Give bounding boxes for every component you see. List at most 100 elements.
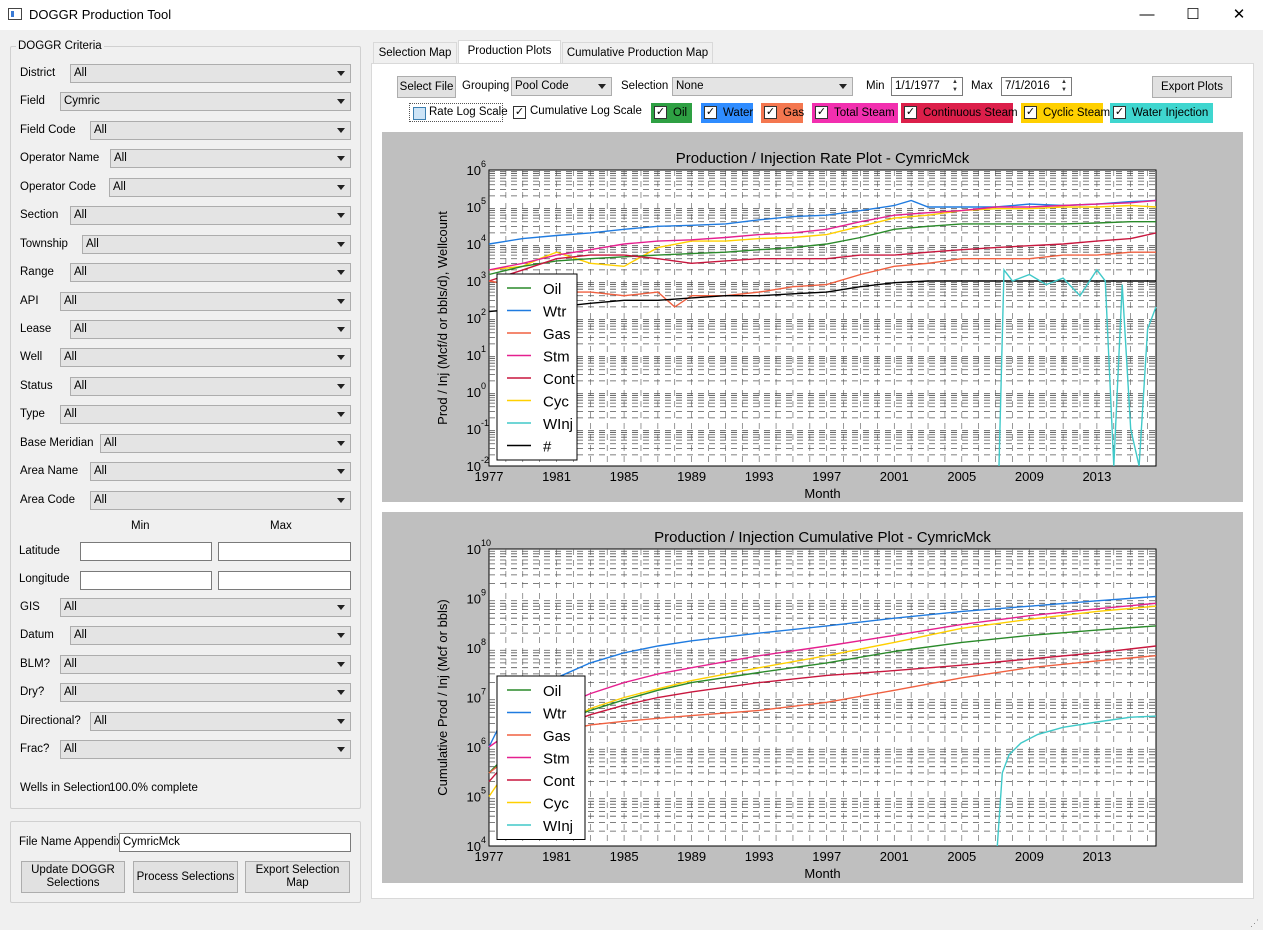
spin-down-icon[interactable]: ▼	[952, 87, 958, 93]
export-plots-button[interactable]: Export Plots	[1152, 76, 1232, 98]
field-select[interactable]: All	[82, 235, 351, 254]
rate-log-scale-checkbox[interactable]: Rate Log Scale	[409, 103, 508, 122]
field-select-value: All	[64, 686, 77, 698]
chevron-down-icon	[337, 185, 345, 190]
close-button[interactable]: ✕	[1232, 6, 1246, 23]
series-toggle[interactable]: ✓ Water	[701, 103, 753, 123]
y-axis-label: Prod / Inj (Mcf/d or bbls/d), Wellcount	[435, 211, 450, 425]
field-select-value: All	[94, 494, 107, 506]
field-label: Operator Code	[20, 181, 97, 193]
field-select-value: All	[114, 152, 127, 164]
chevron-down-icon	[337, 747, 345, 752]
x-tick-label: 1989	[677, 849, 706, 864]
y-axis-label: Cumulative Prod / Inj (Mcf or bbls)	[435, 599, 450, 796]
series-toggle[interactable]: ✓ Gas	[761, 103, 805, 123]
check-icon: ✓	[513, 106, 526, 119]
process-selections-button[interactable]: Process Selections	[133, 861, 238, 893]
y-tick-exponent: 3	[481, 270, 486, 280]
y-tick-exponent: 9	[481, 588, 486, 598]
field-select[interactable]: All	[70, 320, 351, 339]
tab-selection-map[interactable]: Selection Map	[373, 42, 457, 64]
legend-label: Cont	[543, 371, 576, 388]
field-select[interactable]: All	[70, 377, 351, 396]
series-toggle[interactable]: ✓ Cyclic Steam	[1021, 103, 1110, 123]
y-tick-label: 10	[467, 274, 481, 289]
y-tick-exponent: -1	[481, 418, 489, 428]
update-doggr-button[interactable]: Update DOGGR Selections	[21, 861, 125, 893]
field-select[interactable]: All	[60, 683, 351, 702]
legend-label: Wtr	[543, 304, 566, 321]
series-toggle[interactable]: ✓ Total Steam	[812, 103, 898, 123]
series-toggle[interactable]: ✓ Continuous Steam	[901, 103, 1018, 123]
min-date-label: Min	[866, 80, 885, 92]
plot-area	[488, 548, 1157, 847]
y-tick-exponent: 5	[481, 786, 486, 796]
x-tick-label: 2001	[880, 469, 909, 484]
field-select[interactable]: All	[70, 206, 351, 225]
chevron-down-icon	[337, 99, 345, 104]
field-select[interactable]: All	[60, 405, 351, 424]
selection-select[interactable]: None	[672, 77, 853, 96]
field-select[interactable]: All	[109, 178, 351, 197]
field-select[interactable]: All	[90, 462, 351, 481]
maximize-button[interactable]: ☐	[1186, 6, 1200, 23]
series-toggle[interactable]: ✓ Oil	[651, 103, 692, 123]
export-selection-map-button[interactable]: Export Selection Map	[245, 861, 350, 893]
series-toggle-label: Water	[723, 107, 754, 119]
field-select[interactable]: All	[100, 434, 351, 453]
series-toggle[interactable]: ✓ Water Injection	[1110, 103, 1213, 123]
spin-down-icon[interactable]: ▼	[1061, 87, 1067, 93]
field-select[interactable]: All	[90, 712, 351, 731]
series-toggle-label: Gas	[783, 107, 805, 119]
chevron-down-icon	[337, 719, 345, 724]
legend-label: Stm	[543, 751, 570, 768]
select-file-button[interactable]: Select File	[397, 76, 456, 98]
resize-grip-icon[interactable]: ⋰	[1250, 918, 1259, 928]
legend-label: #	[543, 439, 552, 456]
field-label: Field Code	[20, 124, 76, 136]
series-line-WInj	[998, 267, 1157, 467]
field-select[interactable]: All	[110, 149, 351, 168]
cumulative-log-scale-checkbox[interactable]: ✓ Cumulative Log Scale	[511, 103, 642, 122]
series-toggle-label: Total Steam	[834, 107, 895, 119]
y-tick-label: 10	[467, 790, 481, 805]
field-select[interactable]: All	[60, 655, 351, 674]
field-select[interactable]: All	[70, 64, 351, 83]
field-select[interactable]: All	[60, 740, 351, 759]
latitude-max-input[interactable]	[218, 542, 351, 561]
file-name-input[interactable]: CymricMck	[119, 833, 351, 852]
field-select[interactable]: All	[90, 491, 351, 510]
field-select-value: All	[74, 323, 87, 335]
field-select[interactable]: Cymric	[60, 92, 351, 111]
spin-up-icon[interactable]: ▲	[1061, 79, 1067, 85]
field-select-value: All	[74, 629, 87, 641]
rate-plot-svg: 1977 1981 1985 1989 1993 1997 2001 2005 2009 2013…	[435, 150, 1157, 501]
field-select[interactable]: All	[60, 348, 351, 367]
field-select[interactable]: All	[70, 263, 351, 282]
longitude-min-input[interactable]	[80, 571, 212, 590]
minimize-button[interactable]: —	[1139, 6, 1155, 23]
field-select[interactable]: All	[60, 292, 351, 311]
field-select[interactable]: All	[90, 121, 351, 140]
min-date-spinbox[interactable]: 1/1/1977 ▲ ▼	[891, 77, 963, 96]
field-label: Frac?	[20, 743, 50, 755]
chevron-down-icon	[337, 71, 345, 76]
longitude-max-input[interactable]	[218, 571, 351, 590]
legend-label: Cyc	[543, 394, 569, 411]
field-select-value: All	[74, 380, 87, 392]
wells-in-selection-label: Wells in Selection	[20, 782, 111, 794]
x-tick-label: 2005	[947, 469, 976, 484]
tab-production-plots[interactable]: Production Plots	[458, 40, 561, 64]
field-select[interactable]: All	[70, 626, 351, 645]
grouping-select[interactable]: Pool Code	[511, 77, 612, 96]
field-select[interactable]: All	[60, 598, 351, 617]
spin-up-icon[interactable]: ▲	[952, 79, 958, 85]
field-label: API	[20, 295, 39, 307]
latitude-min-input[interactable]	[80, 542, 212, 561]
series-toggle-label: Continuous Steam	[923, 107, 1018, 119]
y-tick-exponent: 6	[481, 159, 486, 169]
y-tick-exponent: 0	[481, 381, 486, 391]
tab-cumulative-production-map[interactable]: Cumulative Production Map	[562, 42, 713, 64]
legend-label: Gas	[543, 728, 571, 745]
max-date-spinbox[interactable]: 7/1/2016 ▲ ▼	[1001, 77, 1072, 96]
